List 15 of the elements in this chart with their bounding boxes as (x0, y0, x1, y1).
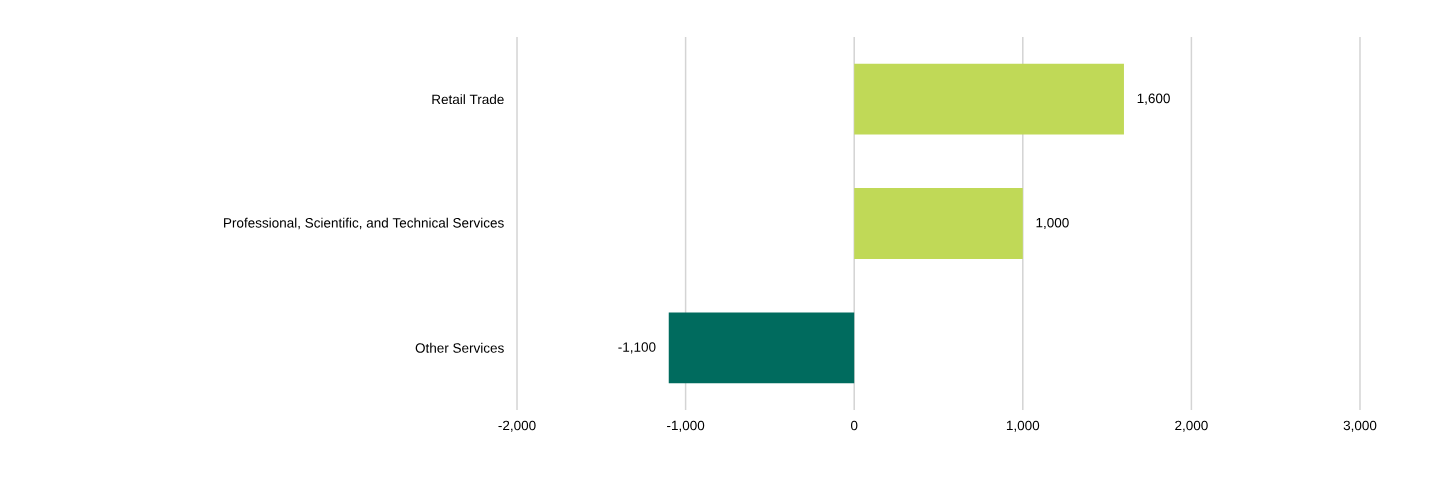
data-label: 1,000 (1036, 217, 1069, 230)
y-tick-label: Retail Trade (432, 94, 504, 105)
x-tick-label: 2,000 (1175, 420, 1208, 432)
x-tick-label: 1,000 (1006, 420, 1040, 432)
x-tick-label: 3,000 (1343, 420, 1377, 432)
x-tick-label: -1,000 (667, 420, 705, 432)
bar (668, 312, 855, 384)
data-label: 1,600 (1137, 93, 1170, 105)
data-label: -1,100 (618, 342, 656, 354)
bar (854, 188, 1023, 259)
x-tick-label: 0 (850, 420, 858, 431)
y-tick-label: Other Services (415, 342, 504, 353)
x-tick-label: -2,000 (498, 420, 536, 432)
y-tick-label: Professional, Scientific, and Technical Services (224, 217, 504, 230)
bar (854, 63, 1124, 135)
